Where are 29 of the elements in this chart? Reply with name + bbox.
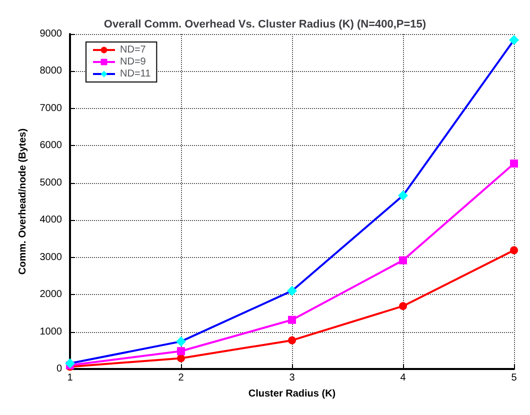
point (399, 256, 407, 264)
y-tick-label: 7000 (40, 102, 62, 114)
y-tick-label: 0 (56, 364, 62, 374)
x-tick-label: 4 (400, 372, 406, 384)
y-tick-label: 6000 (40, 140, 62, 152)
x-tick-label: 3 (289, 372, 296, 384)
x-tick-label: 2 (178, 372, 184, 384)
y-tick-label: 9000 (40, 28, 62, 40)
chart-title: Overall Comm. Overhead Vs. Cluster Radius (K) (N=400,P=15) (104, 18, 426, 30)
y-tick-label: 8000 (40, 66, 62, 77)
legend-label: ND=11 (120, 68, 152, 80)
point (177, 347, 185, 356)
y-tick-label: 5000 (40, 177, 62, 188)
point (399, 302, 407, 310)
point (177, 354, 185, 362)
x-tick-label: 1 (67, 372, 74, 384)
y-tick-label: 1000 (40, 326, 62, 338)
x-axis-title: Cluster Radius (K) (248, 388, 336, 400)
x-tick-label: 5 (511, 372, 518, 384)
legend-label: ND=9 (120, 56, 146, 68)
y-axis-title: Comm. Overhead/node (Bytes) (18, 128, 28, 275)
point (288, 316, 296, 324)
point (510, 246, 518, 254)
y-tick-label: 2000 (40, 289, 62, 300)
point (510, 160, 518, 168)
y-tick-label: 4000 (40, 214, 62, 226)
point (288, 336, 296, 344)
y-tick-label: 3000 (40, 252, 62, 263)
legend-label: ND=7 (120, 44, 146, 56)
